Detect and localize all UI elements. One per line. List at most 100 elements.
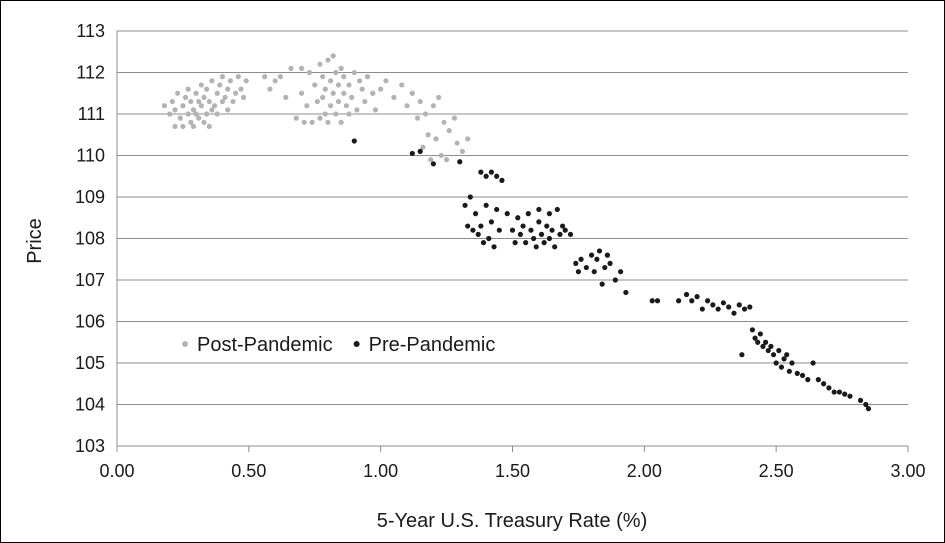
pre-pandemic-point: [457, 159, 463, 165]
post-pandemic-point: [351, 69, 357, 76]
post-pandemic-point: [335, 82, 342, 88]
y-tick-labels: 103 104 105 106 107 108 109 110 111 112 113: [75, 21, 105, 456]
pre-pandemic-point: [567, 231, 574, 237]
pre-pandemic-point: [544, 223, 550, 229]
y-tick-label: 106: [75, 312, 105, 332]
post-pandemic-point: [161, 103, 168, 109]
pre-pandemic-point: [472, 211, 479, 217]
post-pandemic-point: [359, 86, 365, 92]
post-pandemic-point: [451, 115, 458, 121]
pre-pandemic-point: [768, 343, 774, 349]
pre-pandemic-point: [478, 169, 484, 175]
post-pandemic-point: [209, 107, 215, 113]
post-pandemic-point: [298, 65, 305, 71]
pre-pandemic-point: [465, 223, 471, 229]
pre-pandemic-point: [512, 240, 518, 246]
post-pandemic-point: [204, 111, 210, 117]
pre-pandemic-point: [794, 370, 800, 376]
pre-pandemic-point: [715, 306, 721, 312]
post-pandemic-point: [204, 86, 210, 92]
x-tick-label: 0.50: [231, 461, 266, 481]
pre-pandemic-point: [773, 360, 779, 366]
post-pandemic-point: [262, 74, 268, 80]
y-tick-label: 107: [75, 270, 105, 290]
pre-pandemic-point: [689, 298, 695, 304]
pre-pandemic-point: [705, 298, 711, 304]
pre-pandemic-point: [499, 177, 505, 183]
pre-pandemic-point: [480, 240, 487, 246]
pre-pandemic-point: [799, 372, 806, 379]
pre-pandemic-point: [776, 347, 782, 354]
pre-pandemic-point: [623, 289, 629, 296]
y-axis-title: Price: [24, 218, 46, 264]
post-pandemic-point: [304, 103, 310, 109]
pre-pandemic-point: [462, 202, 468, 208]
y-tick-label: 110: [76, 146, 105, 166]
y-tick-label: 108: [75, 229, 105, 249]
post-pandemic-point: [370, 90, 376, 96]
pre-pandemic-point: [752, 335, 758, 341]
pre-pandemic-point: [736, 302, 742, 308]
pre-pandemic-point: [760, 343, 766, 349]
post-pandemic-point: [201, 119, 207, 125]
post-pandemic-point: [438, 152, 444, 159]
post-pandemic-point: [238, 86, 244, 92]
pre-pandemic-point: [430, 161, 436, 167]
pre-pandemic-point: [541, 240, 547, 246]
post-pandemic-point: [417, 98, 423, 105]
post-pandemic-point: [188, 119, 194, 125]
post-pandemic-point: [225, 107, 231, 113]
post-pandemic-point: [222, 94, 228, 100]
post-pandemic-point: [341, 74, 347, 80]
post-pandemic-point: [172, 123, 178, 130]
pre-pandemic-point: [536, 219, 542, 225]
pre-pandemic-point: [575, 269, 582, 275]
post-pandemic-point: [354, 107, 360, 113]
pre-pandemic-point: [842, 391, 848, 397]
pre-pandemic-point: [591, 269, 597, 275]
post-pandemic-point: [198, 82, 204, 88]
pre-pandemic-point: [554, 206, 560, 213]
post-pandemic-point: [240, 94, 247, 100]
post-pandemic-point: [182, 94, 189, 100]
pre-pandemic-point: [578, 256, 584, 262]
pre-pandemic-point: [810, 360, 816, 366]
post-pandemic-point: [225, 86, 231, 92]
post-pandemic-point: [180, 103, 186, 109]
post-pandemic-point: [335, 98, 342, 105]
pre-pandemic-point: [765, 347, 771, 354]
pre-pandemic-point: [496, 227, 502, 233]
post-pandemic-point: [190, 123, 197, 130]
post-pandemic-point: [333, 69, 339, 76]
pre-pandemic-point: [409, 150, 415, 157]
post-pandemic-point: [206, 98, 212, 105]
post-pandemic-point: [320, 94, 326, 100]
post-pandemic-point: [399, 82, 405, 88]
pre-pandemic-point: [520, 223, 526, 229]
post-pandemic-point: [211, 103, 218, 109]
legend-marker: [353, 341, 360, 347]
pre-pandemic-point: [486, 235, 492, 242]
post-pandemic-point: [190, 107, 197, 113]
pre-pandemic-point: [683, 291, 690, 298]
y-tick-label: 104: [75, 395, 105, 415]
x-tick-labels: 0.00 0.50 1.00 1.50 2.00 2.50 3.00: [99, 461, 925, 481]
post-pandemic-point: [422, 111, 429, 117]
pre-pandemic-point: [467, 194, 473, 200]
post-pandemic-point: [196, 115, 202, 121]
pre-pandemic-point: [351, 138, 357, 144]
legend-label: Pre-Pandemic: [369, 334, 496, 356]
post-pandemic-point: [327, 78, 334, 84]
post-pandemic-point: [446, 128, 452, 134]
pre-pandemic-point: [612, 277, 618, 283]
x-tick-label: 3.00: [890, 461, 925, 481]
post-pandemic-point: [198, 103, 204, 109]
post-pandemic-point: [214, 111, 220, 117]
pre-pandemic-point: [720, 300, 727, 306]
pre-pandemic-point: [857, 397, 864, 403]
post-pandemic-point: [177, 115, 183, 121]
post-pandemic-point: [201, 94, 207, 100]
post-pandemic-point: [330, 53, 336, 59]
pre-pandemic-point: [676, 298, 682, 304]
